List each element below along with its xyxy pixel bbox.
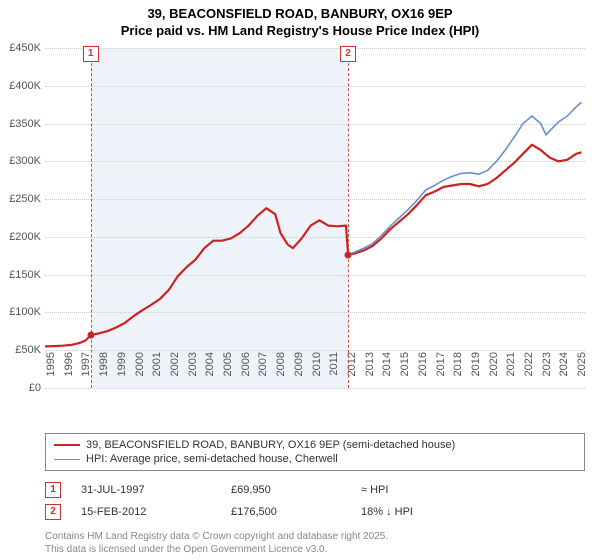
legend: 39, BEACONSFIELD ROAD, BANBURY, OX16 9EP… [45, 433, 585, 523]
plot-area: £0£50K£100K£150K£200K£250K£300K£350K£400… [45, 48, 585, 388]
sale-dot [345, 251, 352, 258]
series-line [348, 102, 581, 254]
legend-swatch [54, 444, 80, 446]
y-axis-label: £150K [9, 269, 41, 281]
legend-box: 39, BEACONSFIELD ROAD, BANBURY, OX16 9EP… [45, 433, 585, 471]
y-axis-label: £350K [9, 118, 41, 130]
sale-delta: 18% ↓ HPI [361, 506, 481, 518]
sale-dot [87, 332, 94, 339]
sale-row-badge: 2 [45, 504, 61, 520]
legend-item: HPI: Average price, semi-detached house,… [54, 452, 576, 466]
legend-label: HPI: Average price, semi-detached house,… [86, 453, 338, 465]
chart-title: 39, BEACONSFIELD ROAD, BANBURY, OX16 9EP… [0, 0, 600, 40]
sale-date: 31-JUL-1997 [81, 484, 231, 496]
sale-row-badge: 1 [45, 482, 61, 498]
y-axis-label: £200K [9, 231, 41, 243]
sales-row: 1 31-JUL-1997£69,950≈ HPI [45, 479, 585, 501]
sale-date: 15-FEB-2012 [81, 506, 231, 518]
title-line-1: 39, BEACONSFIELD ROAD, BANBURY, OX16 9EP [0, 6, 600, 23]
series-svg [45, 48, 585, 388]
sale-price: £69,950 [231, 484, 361, 496]
y-axis-label: £300K [9, 155, 41, 167]
y-axis-label: £0 [29, 382, 41, 394]
y-axis-label: £50K [15, 344, 41, 356]
sale-price: £176,500 [231, 506, 361, 518]
legend-label: 39, BEACONSFIELD ROAD, BANBURY, OX16 9EP… [86, 439, 455, 451]
chart-container: 39, BEACONSFIELD ROAD, BANBURY, OX16 9EP… [0, 0, 600, 560]
sales-row: 2 15-FEB-2012£176,50018% ↓ HPI [45, 501, 585, 523]
legend-swatch [54, 459, 80, 460]
sales-table: 1 31-JUL-1997£69,950≈ HPI 2 15-FEB-2012£176… [45, 479, 585, 523]
y-axis-label: £100K [9, 306, 41, 318]
y-axis-label: £250K [9, 193, 41, 205]
y-axis-label: £400K [9, 80, 41, 92]
y-axis-label: £450K [9, 42, 41, 54]
attribution-line-1: Contains HM Land Registry data © Crown c… [45, 530, 388, 543]
series-line [45, 145, 582, 347]
attribution-line-2: This data is licensed under the Open Gov… [45, 543, 388, 556]
legend-item: 39, BEACONSFIELD ROAD, BANBURY, OX16 9EP… [54, 438, 576, 452]
attribution: Contains HM Land Registry data © Crown c… [45, 530, 388, 556]
sale-delta: ≈ HPI [361, 484, 481, 496]
title-line-2: Price paid vs. HM Land Registry's House … [0, 23, 600, 40]
